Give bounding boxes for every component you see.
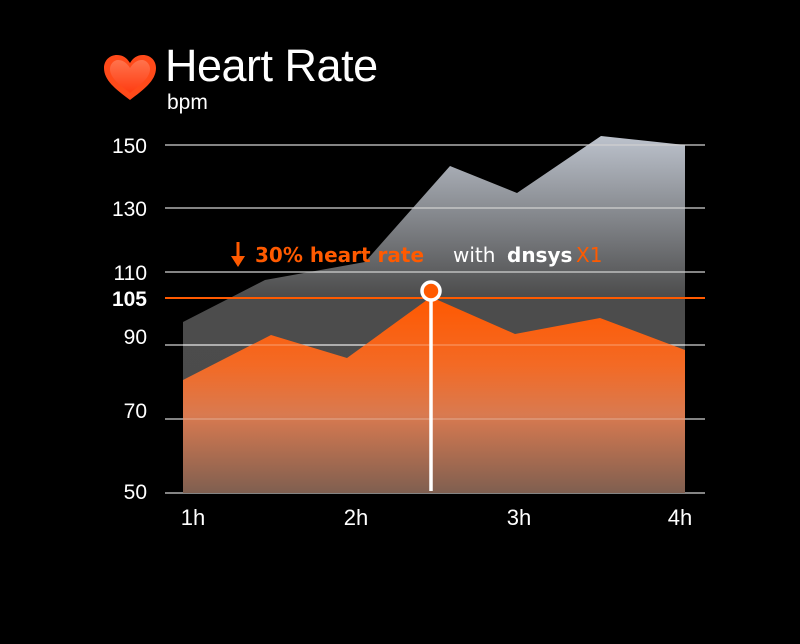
brand-name: dnsys [507, 243, 572, 267]
annotation-text: 30% heart rate [255, 243, 424, 267]
gridlines-overlay [183, 344, 685, 420]
y-axis: 150 130 110 105 90 70 50 [112, 135, 147, 504]
annotation-with-label: with [453, 243, 495, 267]
highlight-marker-point[interactable] [420, 280, 442, 302]
y-tick-70: 70 [124, 400, 147, 423]
x-tick-4h: 4h [668, 505, 692, 530]
y-tick-50: 50 [124, 481, 147, 504]
annotation: 30% heart rate with dnsys X1 [231, 242, 602, 267]
y-tick-105: 105 [112, 288, 147, 311]
y-tick-90: 90 [124, 326, 147, 349]
y-tick-150: 150 [112, 135, 147, 158]
heart-icon [104, 55, 156, 100]
x-tick-2h: 2h [344, 505, 368, 530]
brand-model: X1 [576, 243, 602, 267]
x-tick-1h: 1h [181, 505, 205, 530]
y-tick-110: 110 [114, 262, 147, 285]
down-arrow-icon [231, 242, 245, 267]
x-tick-3h: 3h [507, 505, 531, 530]
chart-title: Heart Rate [165, 40, 378, 91]
series-with-area [183, 297, 685, 493]
x-axis: 1h 2h 3h 4h [181, 505, 692, 530]
chart-unit: bpm [167, 91, 208, 114]
y-tick-130: 130 [112, 198, 147, 221]
